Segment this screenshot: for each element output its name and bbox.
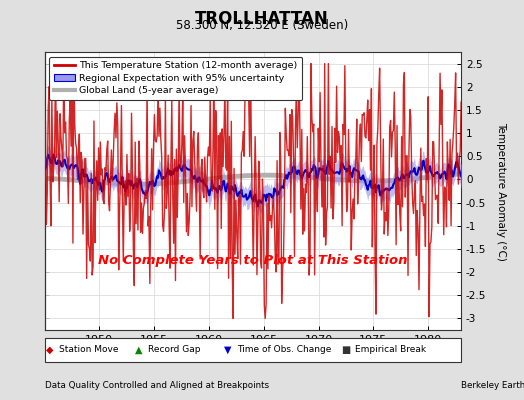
Text: ▲: ▲: [135, 345, 143, 355]
Text: ■: ■: [341, 345, 351, 355]
Text: TROLLHATTAN: TROLLHATTAN: [195, 10, 329, 28]
Text: ▼: ▼: [224, 345, 232, 355]
Text: Time of Obs. Change: Time of Obs. Change: [237, 346, 332, 354]
Text: 58.300 N, 12.320 E (Sweden): 58.300 N, 12.320 E (Sweden): [176, 19, 348, 32]
Text: ◆: ◆: [46, 345, 53, 355]
Text: No Complete Years to Plot at This Station: No Complete Years to Plot at This Statio…: [98, 254, 408, 267]
Text: Station Move: Station Move: [59, 346, 119, 354]
Text: Record Gap: Record Gap: [148, 346, 201, 354]
Y-axis label: Temperature Anomaly (°C): Temperature Anomaly (°C): [496, 122, 506, 260]
Text: Empirical Break: Empirical Break: [355, 346, 427, 354]
Text: Berkeley Earth: Berkeley Earth: [461, 381, 524, 390]
Legend: This Temperature Station (12-month average), Regional Expectation with 95% uncer: This Temperature Station (12-month avera…: [49, 57, 302, 100]
Text: Data Quality Controlled and Aligned at Breakpoints: Data Quality Controlled and Aligned at B…: [45, 381, 269, 390]
